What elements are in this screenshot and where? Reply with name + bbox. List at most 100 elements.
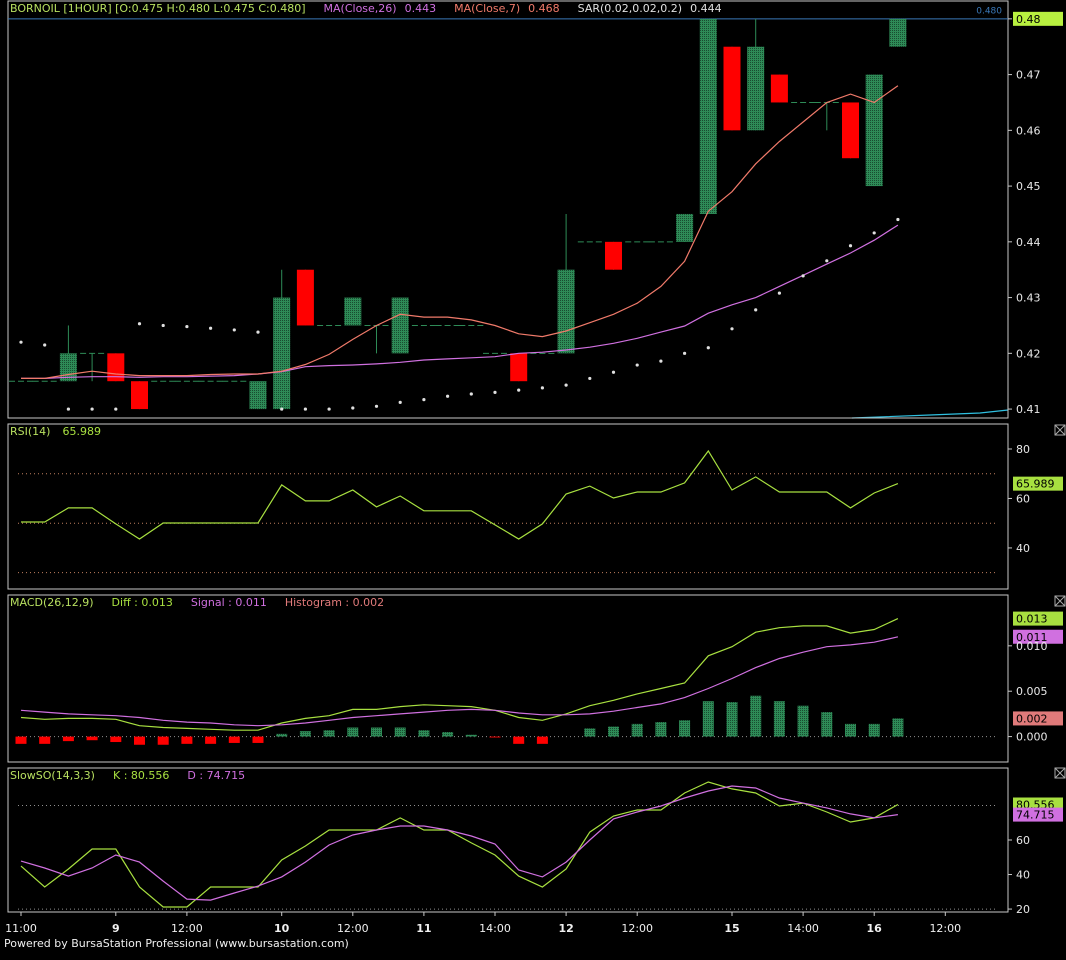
close-icon[interactable]: [1054, 595, 1066, 607]
panel-frame: [7, 594, 1009, 763]
legend-value: 0.011: [235, 596, 267, 609]
histogram-bar: [465, 734, 477, 737]
candle-body: [557, 269, 575, 354]
y-tick-label: 0.42: [1016, 347, 1041, 360]
y-tick-label: 0.43: [1016, 292, 1041, 305]
histogram-bar: [536, 736, 548, 744]
histogram-bar: [15, 736, 27, 744]
candle-body: [249, 381, 267, 410]
legend-value: 0.013: [141, 596, 173, 609]
sar-dot: [303, 407, 307, 411]
sar-dot: [469, 392, 473, 396]
indicator-line: [20, 781, 899, 908]
panel-frame: [7, 767, 1009, 913]
sar-dot: [209, 326, 213, 330]
histogram-bar: [39, 736, 51, 744]
sar-dot: [730, 327, 734, 331]
candle-body: [676, 213, 694, 242]
ma-line: [21, 85, 899, 379]
legend-name: Signal: [191, 596, 225, 609]
sar-dot: [137, 322, 142, 326]
current-price-label: 0.480: [976, 6, 1002, 16]
candle-body: [605, 241, 622, 270]
legend-separator: :: [131, 596, 142, 609]
value-box: [1013, 629, 1063, 644]
x-tick-label: 12:00: [337, 922, 369, 935]
y-tick-label: 40: [1016, 869, 1030, 882]
histogram-bar: [110, 736, 122, 743]
histogram-bar: [821, 712, 833, 737]
x-tick-label: 10: [274, 922, 290, 935]
sar-dot: [422, 398, 426, 402]
x-tick-label: 12:00: [171, 922, 203, 935]
sar-dot: [232, 328, 236, 332]
y-tick-label: 40: [1016, 542, 1030, 555]
sar-dot: [374, 404, 379, 408]
x-tick-label: 11:00: [5, 922, 37, 935]
y-tick-label: 60: [1016, 834, 1030, 847]
legend-name: Diff: [112, 596, 132, 609]
indicator-line: [20, 636, 899, 727]
sar-dot: [659, 359, 663, 363]
ma-line: [21, 224, 899, 379]
legend-separator: :: [120, 769, 131, 782]
y-tick-label: 0.45: [1016, 180, 1041, 193]
candle-body: [344, 297, 362, 326]
candle-body: [296, 269, 314, 326]
candle-body: [510, 353, 528, 382]
sar-dot: [19, 340, 23, 344]
footer: Powered by BursaStation Professional (ww…: [4, 937, 349, 950]
histogram-bar: [655, 722, 667, 737]
indicator-line: [21, 449, 899, 540]
x-tick-label: 16: [867, 922, 883, 935]
candle-body: [865, 74, 883, 187]
candle-body: [699, 18, 717, 214]
x-tick-label: 11: [416, 922, 431, 935]
legend-name: MA(Close,7): [454, 2, 520, 15]
y-tick-label: 0.41: [1016, 403, 1041, 416]
close-icon[interactable]: [1054, 424, 1066, 436]
sar-dot: [351, 406, 355, 410]
decor-line: [851, 409, 1009, 419]
legend-name: SAR(0.02,0.02,0.2): [578, 2, 682, 15]
sar-dot: [446, 394, 450, 398]
histogram-bar: [750, 695, 762, 737]
histogram-bar: [797, 705, 809, 737]
sar-dot: [588, 376, 592, 381]
histogram-bar: [631, 723, 643, 737]
sar-dot: [280, 407, 284, 411]
candle-body: [391, 297, 409, 354]
histogram-bar: [86, 736, 98, 741]
sar-dot: [635, 363, 639, 367]
sar-dot: [43, 343, 47, 347]
panel-header: SlowSO(14,3,3) K : 80.556 D : 74.715: [10, 769, 245, 782]
panel-header: BORNOIL [1HOUR] [O:0.475 H:0.480 L:0.475…: [10, 2, 722, 15]
histogram-bar: [726, 702, 738, 737]
legend-value: 0.443: [405, 2, 437, 15]
panel-title: SlowSO(14,3,3): [10, 769, 95, 782]
panel-title: RSI(14): [10, 425, 50, 438]
histogram-bar: [323, 730, 335, 737]
sar-dot: [896, 217, 900, 222]
histogram-bar: [371, 727, 382, 737]
panel-frame: [7, 0, 1009, 419]
sar-dot: [256, 330, 260, 334]
candle-body: [770, 74, 788, 103]
candle-body: [273, 297, 291, 410]
histogram-bar: [868, 723, 880, 737]
x-tick-label: 9: [112, 922, 120, 935]
value-box-label: 0.011: [1016, 631, 1048, 644]
histogram-bar: [228, 736, 240, 743]
close-icon[interactable]: [1054, 767, 1066, 779]
sar-dot: [777, 291, 782, 295]
legend-name: D: [187, 769, 195, 782]
x-tick-label: 12: [558, 922, 573, 935]
legend-name: MA(Close,26): [324, 2, 397, 15]
candle-body: [889, 18, 907, 47]
sar-dot: [114, 407, 118, 411]
legend-value: 74.715: [207, 769, 246, 782]
legend-value: 65.989: [62, 425, 101, 438]
x-tick-label: 14:00: [479, 922, 511, 935]
value-box: [1013, 476, 1063, 491]
